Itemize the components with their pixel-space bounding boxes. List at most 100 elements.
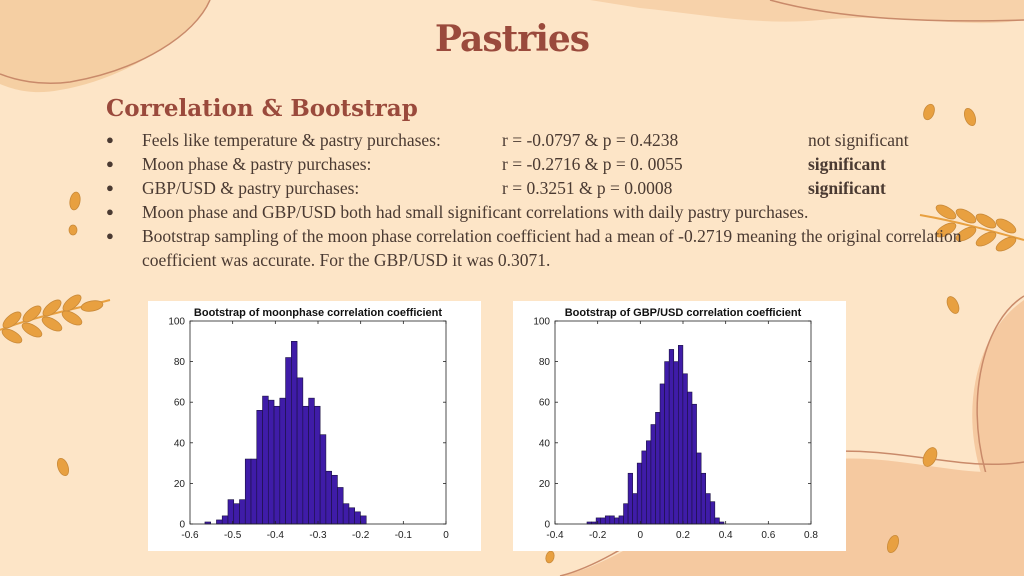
histogram-bar [618,515,624,525]
histogram-bar [705,493,711,525]
histogram-bar [682,373,688,525]
bullet-result: significant [808,154,886,174]
bullet-stat: r = -0.2716 & p = 0. 0055 [502,154,683,174]
histogram-bar [244,458,252,525]
histogram-bar [709,501,716,525]
histogram-bar [342,503,350,525]
x-tick-label: -0.4 [546,530,564,541]
y-tick-label: 100 [533,317,550,328]
histogram-bar [337,487,344,525]
histogram-bar [650,424,656,525]
histogram-bar [600,517,606,525]
histogram-bar [691,403,697,525]
histogram-bar [273,405,281,525]
bullet-item-feels-like: Feels like temperature & pastry purchase… [104,128,964,152]
histogram-bar [614,517,620,525]
histogram-bar [668,349,675,525]
y-tick-label: 40 [539,438,551,449]
x-tick-label: -0.4 [267,530,285,541]
histogram-bar [239,499,246,525]
histogram-bar [221,515,229,525]
moonphase-histogram: Bootstrap of moonphase correlation coeff… [148,301,481,551]
histogram-bar [296,377,304,525]
y-tick-label: 60 [539,398,551,409]
chart-title: Bootstrap of GBP/USD correlation coeffic… [565,307,802,319]
histogram-bar [687,391,693,525]
x-tick-label: 0.4 [719,530,733,541]
histogram-bar [659,383,665,525]
y-tick-label: 0 [179,520,185,531]
seed-icons [56,103,977,564]
histogram-bar [636,462,643,525]
histogram-bar [302,405,309,525]
bullet-list: Feels like temperature & pastry purchase… [104,128,964,272]
histogram-bar [227,499,235,525]
histogram-bar [267,399,275,525]
histogram-bar [354,511,361,525]
y-tick-label: 60 [174,398,186,409]
y-tick-label: 80 [539,357,551,368]
histogram-bar [331,474,338,525]
bullet-item-moon-phase: Moon phase & pastry purchases: r = -0.27… [104,152,964,176]
x-tick-label: 0.2 [676,530,690,541]
bullet-item-gbp-usd: GBP/USD & pastry purchases: r = 0.3251 &… [104,176,964,200]
histogram-bar [262,395,269,525]
slide-subtitle: Correlation & Bootstrap [106,95,418,122]
moonphase-histogram-svg: Bootstrap of moonphase correlation coeff… [168,307,449,541]
histogram-bar [655,412,661,525]
histogram-bar [233,503,240,525]
histogram-bar [714,517,720,525]
y-tick-label: 100 [168,317,185,328]
histogram-bar [279,397,286,525]
y-tick-label: 80 [174,357,186,368]
chart-title: Bootstrap of moonphase correlation coeff… [194,307,442,319]
bullet-label: GBP/USD & pastry purchases: [142,178,360,198]
bullet-note-summary: Moon phase and GBP/USD both had small si… [104,200,964,224]
y-tick-label: 40 [174,438,186,449]
x-tick-label: -0.5 [224,530,242,541]
histogram-bar [627,472,633,525]
x-tick-label: 0 [638,530,644,541]
wheat-left-icon [0,294,111,344]
y-tick-label: 20 [174,479,186,490]
slide-title: Pastries [434,18,590,60]
bullet-result: significant [808,178,886,198]
histogram-bar [604,515,611,525]
bullet-label: Moon phase & pastry purchases: [142,154,372,174]
gbpusd-histogram: Bootstrap of GBP/USD correlation coeffic… [513,301,846,551]
histogram-bar [216,519,223,525]
histogram-bar [291,340,298,525]
histogram-bar [250,458,258,525]
histogram-bar [700,472,706,525]
histogram-bar [256,410,263,525]
histogram-bar [664,361,670,525]
histogram-bar [348,507,355,525]
histogram-bar [673,361,679,525]
histogram-bar [314,405,321,525]
histogram-bar [641,450,647,525]
x-tick-label: -0.2 [589,530,607,541]
x-tick-label: 0.6 [761,530,775,541]
histogram-bar [696,452,702,525]
histogram-bar [319,434,327,525]
bullet-note-bootstrap: Bootstrap sampling of the moon phase cor… [104,224,964,272]
y-tick-label: 20 [539,479,551,490]
x-tick-label: -0.6 [181,530,199,541]
histogram-bar [632,493,638,525]
histogram-bar [678,345,684,525]
bullet-result: not significant [808,130,909,150]
bullet-label: Feels like temperature & pastry purchase… [142,130,441,150]
gbpusd-histogram-svg: Bootstrap of GBP/USD correlation coeffic… [533,307,818,541]
x-tick-label: -0.3 [309,530,327,541]
bullet-stat: r = 0.3251 & p = 0.0008 [502,178,673,198]
histogram-bar [609,515,615,525]
histogram-bar [308,397,315,525]
histogram-bar [325,470,332,525]
histogram-bar [285,357,292,525]
bullet-stat: r = -0.0797 & p = 0.4238 [502,130,679,150]
y-tick-label: 0 [544,520,550,531]
x-tick-label: 0 [443,530,449,541]
histogram-bar [623,503,629,525]
x-tick-label: -0.2 [352,530,370,541]
histogram-bar [595,517,601,525]
